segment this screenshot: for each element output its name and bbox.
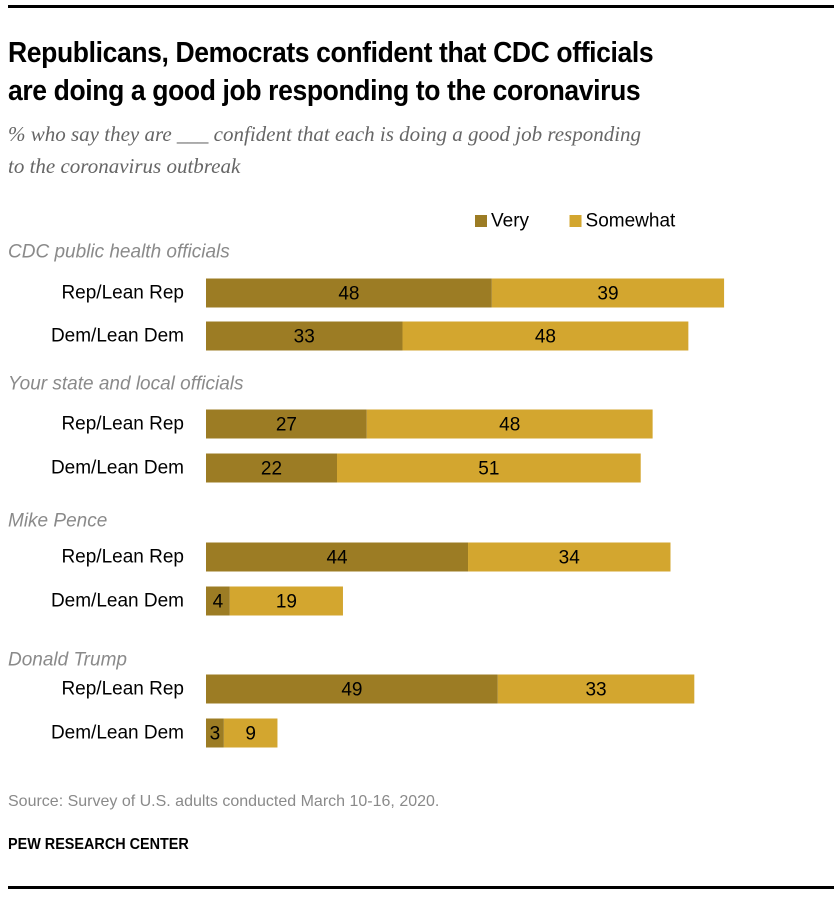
group-label: Donald Trump <box>8 650 127 671</box>
row-label: Rep/Lean Rep <box>61 283 184 304</box>
row-label: Dem/Lean Dem <box>51 723 184 744</box>
row-label: Rep/Lean Rep <box>61 547 184 568</box>
row-label: Dem/Lean Dem <box>51 458 184 479</box>
bar-very <box>206 321 403 351</box>
bar-somewhat <box>468 542 671 572</box>
bar-somewhat <box>223 718 278 748</box>
bar-somewhat <box>229 586 343 616</box>
bar-very <box>206 718 224 748</box>
data-label-very: 22 <box>261 459 282 480</box>
data-label-very: 3 <box>210 724 221 745</box>
subtitle-line-1: % who say they are ___ confident that ea… <box>8 122 642 146</box>
chart-title: Republicans, Democrats confident that CD… <box>8 34 775 110</box>
row-label: Rep/Lean Rep <box>61 679 184 700</box>
group-label: Your state and local officials <box>8 374 244 395</box>
bottom-rule <box>8 886 834 889</box>
data-label-very: 44 <box>326 548 348 569</box>
row-label: Dem/Lean Dem <box>51 591 184 612</box>
data-label-somewhat: 48 <box>535 327 556 348</box>
legend-swatch-somewhat <box>569 215 582 227</box>
brand-label: PEW RESEARCH CENTER <box>8 836 189 853</box>
legend-swatch-very <box>475 215 487 227</box>
group-label: CDC public health officials <box>8 242 230 263</box>
bar-very <box>206 409 367 439</box>
subtitle-line-2: to the coronavirus outbreak <box>8 154 241 178</box>
bar-very <box>206 542 469 572</box>
data-label-somewhat: 9 <box>245 724 256 745</box>
top-rule <box>8 5 834 8</box>
bar-very <box>206 674 498 704</box>
source-note: Source: Survey of U.S. adults conducted … <box>8 793 440 810</box>
bar-somewhat <box>337 453 641 483</box>
row-label: Rep/Lean Rep <box>61 414 184 435</box>
bar-somewhat <box>402 321 689 351</box>
bar-somewhat <box>366 409 653 439</box>
data-label-somewhat: 33 <box>585 680 606 701</box>
data-label-very: 48 <box>338 284 359 305</box>
bar-very <box>206 453 338 483</box>
data-label-very: 49 <box>341 680 362 701</box>
chart-subtitle: % who say they are ___ confident that ea… <box>8 118 838 182</box>
data-label-somewhat: 51 <box>478 459 499 480</box>
data-label-very: 27 <box>276 415 297 436</box>
bar-very <box>206 586 230 616</box>
legend-label-somewhat: Somewhat <box>586 211 676 232</box>
group-label: Mike Pence <box>8 511 107 532</box>
legend-label-very: Very <box>491 211 530 232</box>
data-label-somewhat: 34 <box>559 548 581 569</box>
data-label-very: 33 <box>294 327 315 348</box>
bar-very <box>206 278 492 308</box>
bar-somewhat <box>491 278 725 308</box>
title-line-1: Republicans, Democrats confident that CD… <box>8 37 654 69</box>
bar-somewhat <box>497 674 695 704</box>
data-label-very: 4 <box>213 592 224 613</box>
data-label-somewhat: 48 <box>499 415 520 436</box>
data-label-somewhat: 19 <box>276 592 297 613</box>
title-line-2: are doing a good job responding to the c… <box>8 75 641 107</box>
row-label: Dem/Lean Dem <box>51 326 184 347</box>
data-label-somewhat: 39 <box>597 284 618 305</box>
